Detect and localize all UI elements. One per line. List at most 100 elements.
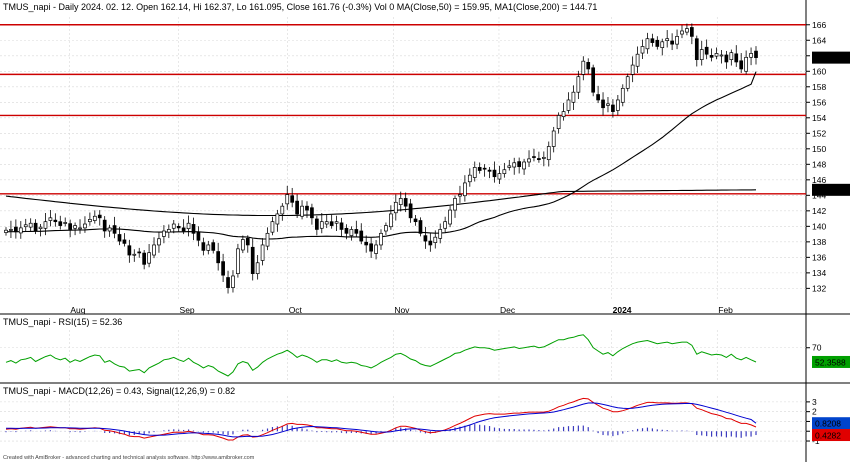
candle-body xyxy=(319,221,324,229)
rsi-value-box xyxy=(812,355,850,368)
candle-body xyxy=(38,226,43,230)
candle-body xyxy=(384,225,388,232)
candle-body xyxy=(78,227,82,230)
signal-line xyxy=(6,402,757,438)
candle-body xyxy=(162,230,166,237)
macd-tick-label: 2 xyxy=(812,407,817,417)
signal-value-box xyxy=(812,417,850,430)
candle-body xyxy=(517,161,522,167)
candle-body xyxy=(226,277,230,288)
price-tick-label: 156 xyxy=(812,97,826,107)
candle-body xyxy=(635,53,640,67)
candle-body xyxy=(581,60,586,75)
last-close-box xyxy=(812,51,850,64)
candle-body xyxy=(393,201,398,214)
candle-body xyxy=(300,205,304,217)
x-tick-label: Nov xyxy=(394,305,410,315)
candle-body xyxy=(147,252,151,264)
candle-body xyxy=(275,213,280,225)
candle-body xyxy=(497,173,502,180)
x-tick-label: Oct xyxy=(289,305,303,315)
rsi-layer xyxy=(5,334,757,377)
candle-body xyxy=(142,252,147,265)
candle-body xyxy=(591,67,596,93)
footer-credit: Created with AmiBroker - advanced charti… xyxy=(3,455,255,461)
rsi-value-label: 52.3588 xyxy=(815,357,846,367)
candle-body xyxy=(18,227,23,234)
price-tick-label: 134 xyxy=(812,268,826,278)
candle-body xyxy=(655,39,660,47)
candle-body xyxy=(43,221,48,229)
candle-body xyxy=(339,222,344,230)
price-tick-label: 142 xyxy=(812,206,826,216)
candle-body xyxy=(551,130,556,147)
price-pane-title: TMUS_napi - Daily 2024. 02. 12. Open 162… xyxy=(3,2,597,12)
candle-body xyxy=(132,253,137,256)
candle-body xyxy=(408,203,413,219)
candle-body xyxy=(453,198,457,211)
macd-tick-label: 3 xyxy=(812,397,817,407)
candle-body xyxy=(502,169,507,174)
candle-body xyxy=(606,103,610,106)
price-tick-label: 138 xyxy=(812,237,826,247)
candle-body xyxy=(640,46,645,54)
candle-body xyxy=(295,200,299,215)
ma200-line xyxy=(5,189,757,217)
candle-body xyxy=(231,275,235,288)
candle-body xyxy=(680,30,684,35)
candle-body xyxy=(127,245,132,256)
candle-body xyxy=(83,223,87,229)
candle-body xyxy=(428,240,433,246)
candle-body xyxy=(443,221,447,229)
candle-body xyxy=(265,232,270,247)
macd-pane-title: TMUS_napi - MACD(12,26) = 0.43, Signal(1… xyxy=(3,386,235,396)
candle-body xyxy=(690,27,694,37)
candle-body xyxy=(33,222,38,232)
candle-body xyxy=(324,221,329,225)
candle-body xyxy=(166,229,171,233)
candle-body xyxy=(137,251,142,254)
candle-body xyxy=(364,241,369,246)
candle-body xyxy=(601,99,605,109)
candle-body xyxy=(611,104,615,112)
candle-body xyxy=(28,222,33,228)
candle-body xyxy=(532,156,536,158)
rsi-line xyxy=(5,334,757,377)
candle-body xyxy=(665,38,670,41)
candle-body xyxy=(112,225,117,234)
candle-body xyxy=(88,219,92,223)
ma200-value-box xyxy=(812,183,850,196)
candle-body xyxy=(211,242,216,251)
candle-body xyxy=(152,244,156,256)
x-tick-label: 2024 xyxy=(613,305,632,315)
price-tick-label: 160 xyxy=(812,66,826,76)
last-close-label: 161.76 xyxy=(815,53,841,63)
candle-body xyxy=(245,238,250,246)
candle-body xyxy=(438,229,443,239)
price-tick-label: 152 xyxy=(812,128,826,138)
candle-body xyxy=(507,165,512,168)
candle-body xyxy=(206,244,211,251)
candle-body xyxy=(290,195,295,203)
candle-body xyxy=(315,218,319,230)
candle-body xyxy=(670,40,674,45)
rsi-pane-title: TMUS_napi - RSI(15) = 52.36 xyxy=(3,317,122,327)
candle-body xyxy=(73,225,77,229)
candle-body xyxy=(576,76,581,93)
candle-body xyxy=(527,158,531,163)
candle-body xyxy=(477,167,482,171)
candle-body xyxy=(240,239,245,251)
candle-body xyxy=(546,146,551,161)
support-resistance-lines xyxy=(0,24,806,195)
candle-body xyxy=(403,198,408,207)
candle-body xyxy=(492,169,497,178)
candle-body xyxy=(250,246,255,274)
candle-body xyxy=(92,215,97,221)
price-tick-label: 148 xyxy=(812,159,826,169)
candle-body xyxy=(561,111,566,117)
candle-body xyxy=(472,167,477,178)
candle-body xyxy=(329,221,334,226)
candle-body xyxy=(117,234,122,242)
candle-body xyxy=(463,182,467,197)
